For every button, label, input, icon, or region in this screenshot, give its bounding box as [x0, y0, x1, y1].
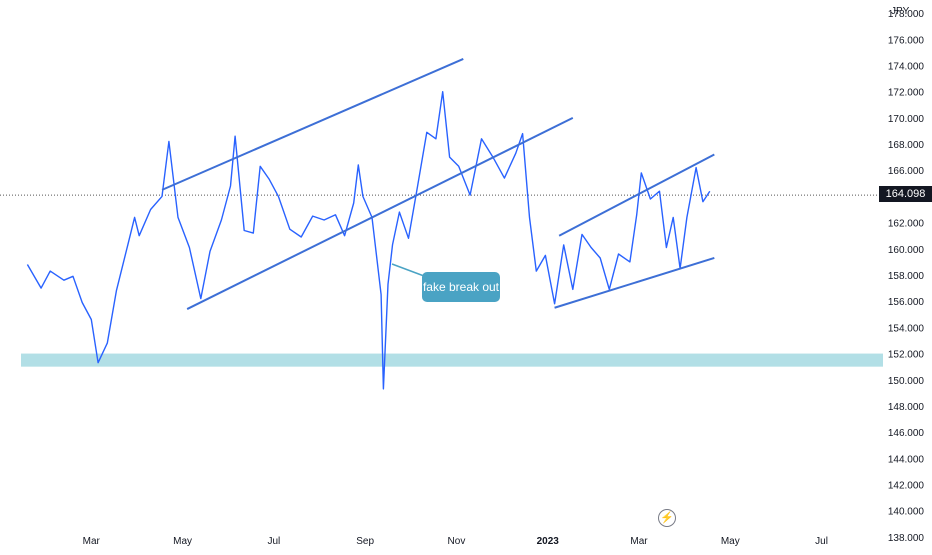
price-series-line[interactable]: [26, 90, 711, 390]
y-tick-label: 138.000: [888, 533, 925, 544]
y-tick-label: 146.000: [888, 428, 925, 439]
x-tick-label: Sep: [356, 536, 374, 547]
x-tick-label: 2023: [537, 536, 560, 547]
annotation-callout[interactable]: fake break out: [422, 272, 500, 302]
y-tick-label: 160.000: [888, 245, 925, 256]
x-tick-label: Jul: [815, 536, 828, 547]
y-tick-label: 158.000: [888, 271, 925, 282]
last-price-badge: 164.098: [879, 186, 932, 202]
y-tick-label: 140.000: [888, 507, 925, 518]
trend-line-1[interactable]: [161, 58, 464, 191]
currency-label: JPY: [891, 6, 910, 17]
trend-line-2[interactable]: [186, 116, 574, 310]
y-tick-label: 168.000: [888, 140, 925, 151]
y-tick-label: 176.000: [888, 35, 925, 46]
y-tick-label: 174.000: [888, 61, 925, 72]
lightning-icon[interactable]: ⚡: [658, 509, 676, 527]
x-tick-label: Nov: [448, 536, 466, 547]
callout-pointer: [391, 263, 425, 277]
x-tick-label: Mar: [630, 536, 648, 547]
trend-line-4[interactable]: [558, 153, 715, 237]
x-tick-label: May: [173, 536, 192, 547]
support-zone[interactable]: [21, 353, 883, 367]
x-tick-label: Jul: [267, 536, 280, 547]
y-tick-label: 144.000: [888, 454, 925, 465]
y-tick-label: 178.000: [888, 9, 925, 20]
y-tick-label: 156.000: [888, 297, 925, 308]
y-tick-label: 152.000: [888, 350, 925, 361]
x-tick-label: May: [721, 536, 740, 547]
y-tick-label: 142.000: [888, 481, 925, 492]
y-tick-label: 148.000: [888, 402, 925, 413]
y-tick-label: 166.000: [888, 166, 925, 177]
y-tick-label: 162.000: [888, 219, 925, 230]
y-tick-label: 170.000: [888, 114, 925, 125]
y-tick-label: 154.000: [888, 323, 925, 334]
x-tick-label: Mar: [83, 536, 101, 547]
y-tick-label: 150.000: [888, 376, 925, 387]
y-tick-label: 172.000: [888, 88, 925, 99]
trend-line-3[interactable]: [554, 257, 715, 309]
